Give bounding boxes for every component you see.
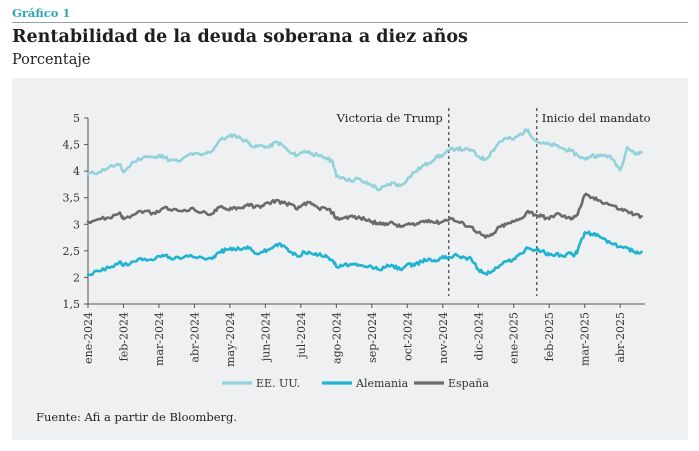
chart-annotations: Victoria de Trump Inicio del mandato [336, 108, 651, 296]
y-tick-label: 2,5 [63, 245, 81, 258]
chart-subtitle: Porcentaje [12, 52, 91, 68]
series-line-de [86, 230, 643, 277]
x-tick-label: dic-2024 [472, 312, 485, 360]
legend-label: EE. UU. [256, 377, 300, 390]
x-tick-label: may-2024 [224, 312, 237, 367]
y-tick-label: 1,5 [63, 298, 81, 311]
legend-label: España [448, 377, 489, 390]
y-tick-label: 3,5 [63, 192, 81, 205]
chart-legend: EE. UU. Alemania España [222, 377, 489, 390]
source-note: Fuente: Afi a partir de Bloomberg. [36, 410, 238, 424]
x-tick-label: mar-2025 [579, 312, 592, 366]
y-tick-label: 4 [73, 165, 80, 178]
y-tick-label: 3 [73, 218, 80, 231]
x-tick-label: feb-2025 [543, 312, 556, 361]
annotation-label: Inicio del mandato [542, 111, 651, 125]
legend-label: Alemania [355, 377, 409, 390]
header-rule [12, 22, 688, 23]
x-tick-label: ago-2024 [330, 312, 343, 364]
x-tick-label: nov-2024 [437, 312, 450, 364]
chart-title: Rentabilidad de la deuda soberana a diez… [12, 27, 468, 47]
x-tick-label: jul-2024 [295, 312, 308, 360]
x-tick-label: oct-2024 [401, 312, 414, 361]
series-line-es [86, 192, 643, 239]
y-tick-label: 2 [73, 271, 80, 284]
annotation-label: Victoria de Trump [336, 111, 443, 125]
chart-panel [12, 78, 688, 440]
chart-series [86, 128, 643, 277]
series-line-us [86, 128, 643, 192]
x-tick-label: ene-2025 [508, 312, 521, 364]
x-tick-label: feb-2024 [117, 312, 130, 361]
x-tick-label: abr-2024 [188, 312, 201, 363]
y-tick-label: 4,5 [63, 139, 81, 152]
x-tick-label: jun-2024 [259, 312, 272, 363]
x-tick-label: ene-2024 [82, 312, 95, 364]
x-tick-label: mar-2024 [153, 312, 166, 366]
y-tick-label: 5 [73, 112, 80, 125]
x-tick-label: abr-2025 [614, 312, 627, 363]
x-tick-label: sep-2024 [366, 312, 379, 363]
figure-number: Gráfico 1 [12, 6, 71, 20]
